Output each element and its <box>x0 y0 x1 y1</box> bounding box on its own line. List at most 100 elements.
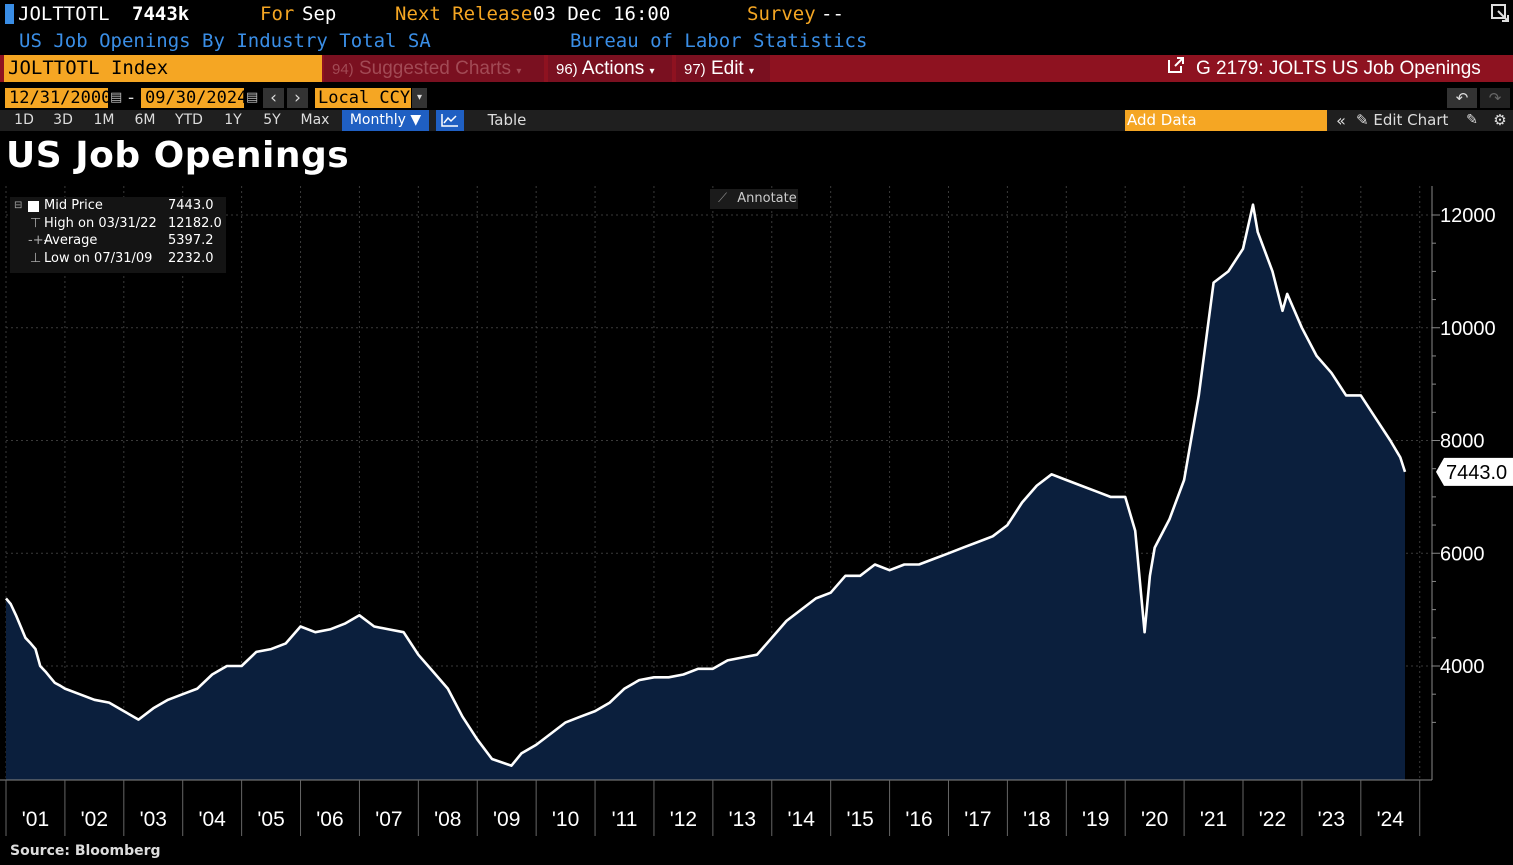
security-field[interactable]: JOLTTOTL Index <box>4 55 322 82</box>
legend-label: Mid Price <box>44 198 103 213</box>
calendar-icon[interactable]: ▤ <box>110 90 123 105</box>
legend-value: 7443.0 <box>168 198 214 213</box>
annotate-label: Annotate <box>737 191 797 206</box>
y-tick-label: 12000 <box>1440 205 1496 227</box>
x-tick-label: '16 <box>905 808 932 831</box>
legend-value: 5397.2 <box>168 233 214 248</box>
period-5y[interactable]: 5Y <box>263 112 281 128</box>
series-line <box>5 203 1407 768</box>
legend-row-high[interactable]: ⊤ High on 03/31/22 12182.0 <box>10 215 226 233</box>
date-bar: 12/31/2000 ▤ - 09/30/2024 ▤ ‹ › Local CC… <box>0 87 1513 109</box>
start-date-field[interactable]: 12/31/2000 <box>5 88 111 108</box>
frequency-select[interactable]: Monthly ▼ <box>342 110 429 131</box>
x-tick-label: '13 <box>729 808 756 831</box>
survey-label: Survey <box>747 3 816 25</box>
undo-icon[interactable]: ↶ <box>1447 88 1477 108</box>
annotate-button[interactable]: ⟋ Annotate <box>710 189 798 209</box>
chevron-down-icon: ▾ <box>649 66 655 77</box>
x-tick-label: '14 <box>788 808 816 831</box>
external-link-icon <box>1166 55 1186 83</box>
legend-row-mid[interactable]: ⊟ Mid Price 7443.0 <box>10 197 226 215</box>
add-data-input[interactable]: Add Data <box>1125 110 1327 131</box>
actions-button[interactable]: 96) Actions ▾ <box>548 55 672 82</box>
x-tick-label: '20 <box>1141 808 1168 831</box>
x-tick-label: '19 <box>1082 808 1109 831</box>
high-marker-icon: ⊤ <box>30 215 42 231</box>
x-tick-label: '18 <box>1023 808 1050 831</box>
legend-row-average[interactable]: -+- Average 5397.2 <box>10 232 226 250</box>
y-tick-label: 10000 <box>1440 318 1496 340</box>
line-chart-icon[interactable] <box>436 110 464 131</box>
security-field-text: JOLTTOTL Index <box>8 57 169 79</box>
chevron-down-icon: ▾ <box>749 66 755 77</box>
chart-legend[interactable]: ⊟ Mid Price 7443.0 ⊤ High on 03/31/22 12… <box>10 197 226 273</box>
suggested-num: 94) <box>332 61 354 78</box>
y-tick-label: 6000 <box>1440 543 1485 565</box>
chevron-down-icon: ▾ <box>516 66 522 77</box>
period-1m[interactable]: 1M <box>93 112 115 128</box>
legend-value: 2232.0 <box>168 250 214 266</box>
series-area <box>6 204 1405 780</box>
x-tick-label: '01 <box>22 808 49 831</box>
actions-num: 96) <box>556 61 578 78</box>
collapse-icon[interactable]: « <box>1336 111 1346 130</box>
for-value: Sep <box>302 3 337 25</box>
table-button[interactable]: Table <box>487 111 527 129</box>
average-marker-icon: -+- <box>28 233 49 248</box>
period-1y[interactable]: 1Y <box>224 112 242 128</box>
series-description: US Job Openings By Industry Total SA <box>19 30 431 52</box>
source-note: Source: Bloomberg <box>10 843 161 859</box>
period-max[interactable]: Max <box>300 112 330 128</box>
x-tick-label: '22 <box>1259 808 1286 831</box>
end-date-field[interactable]: 09/30/2024 <box>141 88 247 108</box>
chart-area[interactable]: 4000 6000 8000 10000 12000 '01 '02 '03 '04 '05 '0… <box>0 186 1513 843</box>
edit-button[interactable]: 97) Edit ▾ <box>676 55 770 82</box>
x-tick-label: '09 <box>493 808 520 831</box>
x-tick-label: '10 <box>552 808 579 831</box>
svg-text:7443.0: 7443.0 <box>1446 462 1507 484</box>
annotate-pencil-icon[interactable]: ✎ <box>1466 112 1478 128</box>
ticker-label[interactable]: JOLTTOTL <box>18 3 110 25</box>
period-1d[interactable]: 1D <box>14 112 34 128</box>
header-row-2: US Job Openings By Industry Total SA Bur… <box>0 28 1513 54</box>
last-price-label: 7443.0 <box>1436 457 1513 486</box>
last-value: 7443k <box>132 3 190 25</box>
suggested-charts-button[interactable]: 94) Suggested Charts ▾ <box>324 55 544 82</box>
legend-swatch <box>28 201 39 212</box>
edit-chart-button[interactable]: ✎ Edit Chart <box>1356 110 1454 131</box>
date-separator: - <box>128 88 135 108</box>
period-ytd[interactable]: YTD <box>175 112 203 128</box>
x-tick-label: '17 <box>964 808 991 831</box>
actions-label: Actions <box>581 58 645 79</box>
next-release-value: 03 Dec 16:00 <box>533 3 671 25</box>
next-release-label: Next Release <box>395 3 533 25</box>
x-tick-label: '06 <box>316 808 343 831</box>
next-period-button[interactable]: › <box>287 88 308 108</box>
period-6m[interactable]: 6M <box>134 112 156 128</box>
page-link[interactable]: G 2179: JOLTS US Job Openings <box>1166 55 1481 82</box>
legend-collapse-icon[interactable]: ⊟ <box>14 200 23 211</box>
x-tick-label: '23 <box>1318 808 1345 831</box>
prev-period-button[interactable]: ‹ <box>263 88 284 108</box>
x-tick-label: '08 <box>434 808 461 831</box>
currency-select[interactable]: Local CCY <box>315 88 411 108</box>
legend-value: 12182.0 <box>168 215 222 231</box>
legend-row-low[interactable]: ⊥ Low on 07/31/09 2232.0 <box>10 250 226 268</box>
x-tick-label: '12 <box>670 808 697 831</box>
chart-toolbar: 1D 3D 1M 6M YTD 1Y 5Y Max Monthly ▼ Tabl… <box>0 110 1513 131</box>
legend-label: High on 03/31/22 <box>44 215 157 231</box>
period-3d[interactable]: 3D <box>53 112 73 128</box>
legend-label: Low on 07/31/09 <box>44 250 153 266</box>
currency-value: Local CCY <box>318 88 411 108</box>
gear-icon[interactable]: ⚙ <box>1493 111 1507 129</box>
redo-icon[interactable]: ↷ <box>1480 88 1510 108</box>
calendar-icon[interactable]: ▤ <box>246 90 259 105</box>
popout-icon[interactable] <box>1490 3 1510 23</box>
x-tick-label: '21 <box>1200 808 1227 831</box>
legend-label: Average <box>44 233 98 248</box>
edit-chart-label: Edit Chart <box>1373 111 1449 129</box>
page-label: G 2179: JOLTS US Job Openings <box>1196 58 1481 80</box>
edit-num: 97) <box>684 61 706 78</box>
chevron-down-icon[interactable]: ▾ <box>412 88 427 108</box>
x-tick-label: '05 <box>257 808 284 831</box>
